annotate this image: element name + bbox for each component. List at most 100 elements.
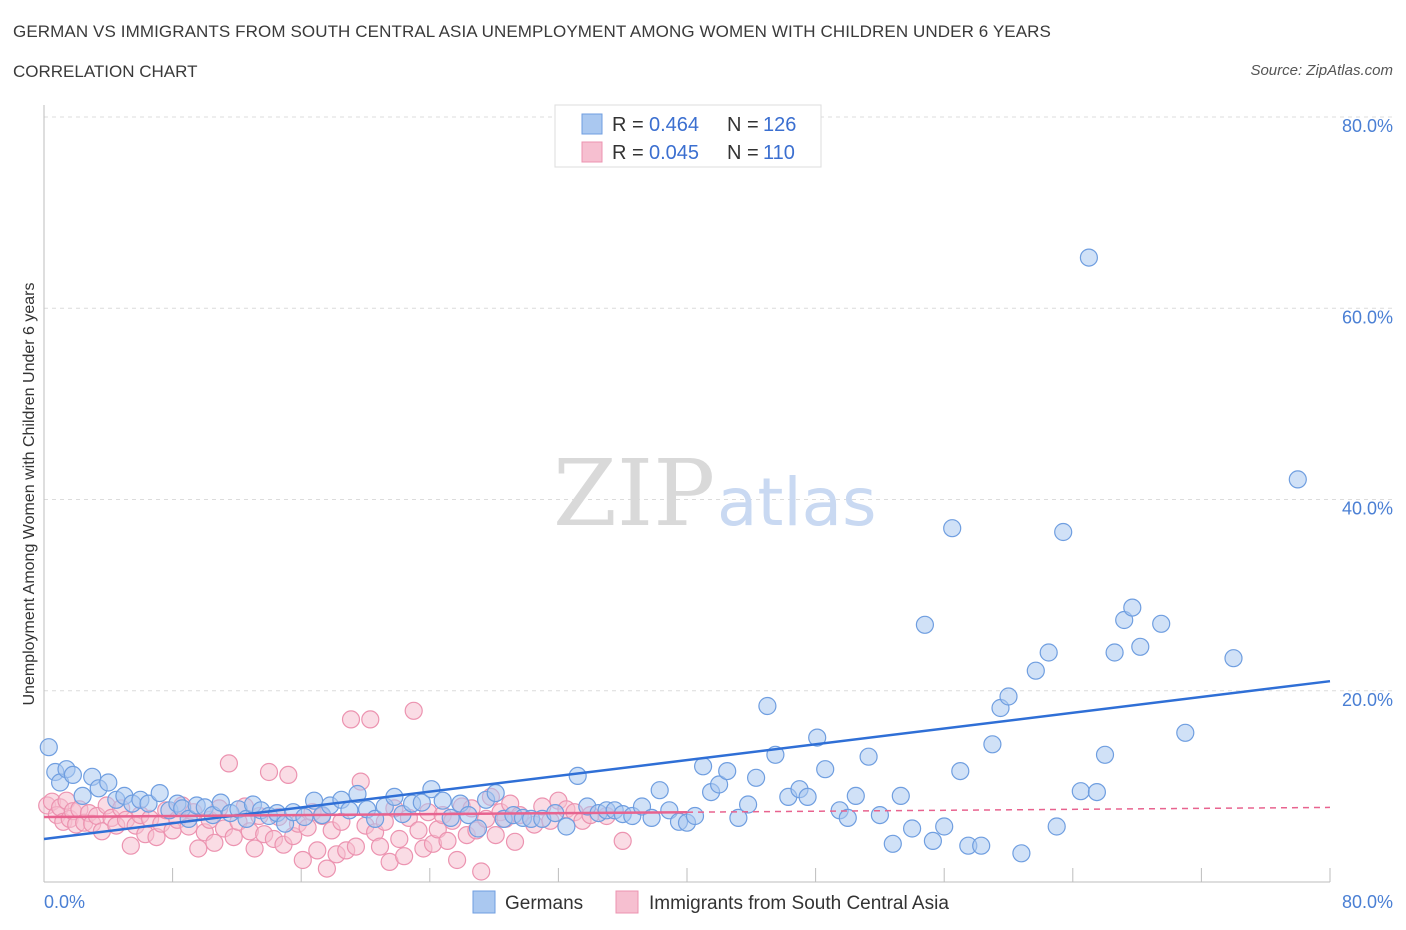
data-point	[1087, 782, 1107, 802]
data-point	[486, 825, 505, 845]
data-point	[99, 773, 118, 792]
data-point	[468, 819, 488, 838]
data-point	[404, 701, 423, 720]
data-point	[1079, 248, 1099, 267]
data-point	[1054, 522, 1073, 542]
data-point	[650, 781, 669, 800]
bottom-legend-swatch-immigrants	[615, 890, 639, 914]
data-point	[219, 754, 238, 773]
y-tick-label: 20.0%	[1342, 690, 1393, 710]
data-point	[1105, 643, 1124, 662]
data-point	[746, 768, 766, 787]
data-point	[816, 760, 835, 779]
data-point	[1152, 614, 1171, 633]
data-point	[557, 817, 576, 836]
legend-n-label-immigrants: N =	[727, 142, 759, 164]
data-point	[870, 805, 890, 825]
data-point	[568, 766, 587, 786]
data-point	[972, 836, 991, 855]
chart-subtitle: CORRELATION CHART	[13, 62, 198, 81]
y-axis-label: Unemployment Among Women with Children U…	[21, 282, 38, 705]
data-point	[838, 808, 857, 828]
data-point	[245, 839, 264, 858]
data-point	[1176, 723, 1195, 742]
data-point	[1095, 745, 1115, 764]
data-point	[1123, 598, 1142, 617]
data-point	[259, 762, 279, 782]
data-point	[709, 775, 729, 794]
data-point	[361, 710, 380, 729]
data-point	[951, 761, 970, 781]
data-point	[150, 783, 169, 803]
data-point	[189, 839, 208, 858]
data-point	[1288, 470, 1307, 489]
data-point	[693, 757, 713, 776]
data-point	[205, 833, 224, 852]
legend-r-label-germans: R =	[612, 114, 644, 136]
data-point	[346, 837, 365, 856]
data-point	[341, 710, 361, 729]
watermark: ZIP atlas	[553, 440, 877, 547]
data-point	[293, 850, 312, 870]
immigrants-trend-extension	[686, 806, 1331, 813]
bottom-legend-label-immigrants: Immigrants from South Central Asia	[649, 893, 949, 914]
data-point	[758, 696, 777, 716]
data-point	[1131, 637, 1150, 656]
data-point	[808, 728, 827, 747]
y-axis-tick-labels: 20.0% 40.0% 60.0% 80.0%	[1342, 116, 1393, 710]
bottom-legend: Germans Immigrants from South Central As…	[472, 890, 949, 914]
data-point	[279, 765, 298, 785]
data-point	[999, 687, 1018, 706]
data-point	[1047, 817, 1066, 836]
data-point	[121, 836, 140, 855]
data-point	[317, 859, 336, 878]
data-point	[433, 791, 452, 810]
legend-n-label-germans: N =	[727, 114, 759, 136]
data-point	[983, 735, 1002, 754]
data-point	[340, 801, 359, 820]
watermark-zip: ZIP	[553, 440, 715, 547]
data-point	[915, 615, 935, 634]
data-point	[798, 787, 817, 807]
trend-lines	[43, 679, 1331, 841]
x-axis-ticks	[43, 868, 1331, 882]
data-point	[224, 827, 243, 847]
data-point	[718, 761, 737, 781]
data-point	[39, 738, 58, 757]
watermark-atlas: atlas	[717, 464, 877, 541]
data-point	[613, 831, 632, 851]
data-point	[935, 817, 954, 836]
data-point	[390, 829, 409, 849]
data-point	[438, 831, 457, 851]
data-point	[409, 821, 428, 840]
data-point	[1039, 643, 1058, 662]
germans-trend-line	[43, 679, 1331, 841]
data-point	[139, 794, 158, 813]
data-point	[308, 841, 327, 860]
data-point	[729, 808, 748, 828]
data-point	[412, 793, 431, 812]
x-tick-label-max: 80.0%	[1342, 892, 1393, 912]
immigrants-trend-line	[43, 810, 688, 819]
data-point	[1026, 661, 1045, 680]
data-point	[923, 831, 943, 851]
legend-r-value-immigrants: 0.045	[649, 142, 699, 164]
y-tick-label: 60.0%	[1342, 307, 1393, 327]
data-point	[505, 832, 525, 851]
data-point	[348, 784, 367, 804]
data-point	[738, 795, 758, 814]
data-point	[441, 808, 460, 828]
data-point	[486, 783, 505, 803]
data-point	[891, 786, 910, 806]
data-point	[943, 519, 962, 538]
data-point	[370, 837, 390, 856]
data-point	[1071, 782, 1090, 801]
data-point	[883, 834, 902, 853]
legend-n-value-immigrants: 110	[763, 142, 795, 164]
data-point	[63, 765, 83, 785]
grid-lines	[44, 116, 1393, 692]
y-tick-label: 40.0%	[1342, 499, 1393, 519]
data-point	[472, 862, 491, 881]
data-point	[1224, 649, 1243, 668]
